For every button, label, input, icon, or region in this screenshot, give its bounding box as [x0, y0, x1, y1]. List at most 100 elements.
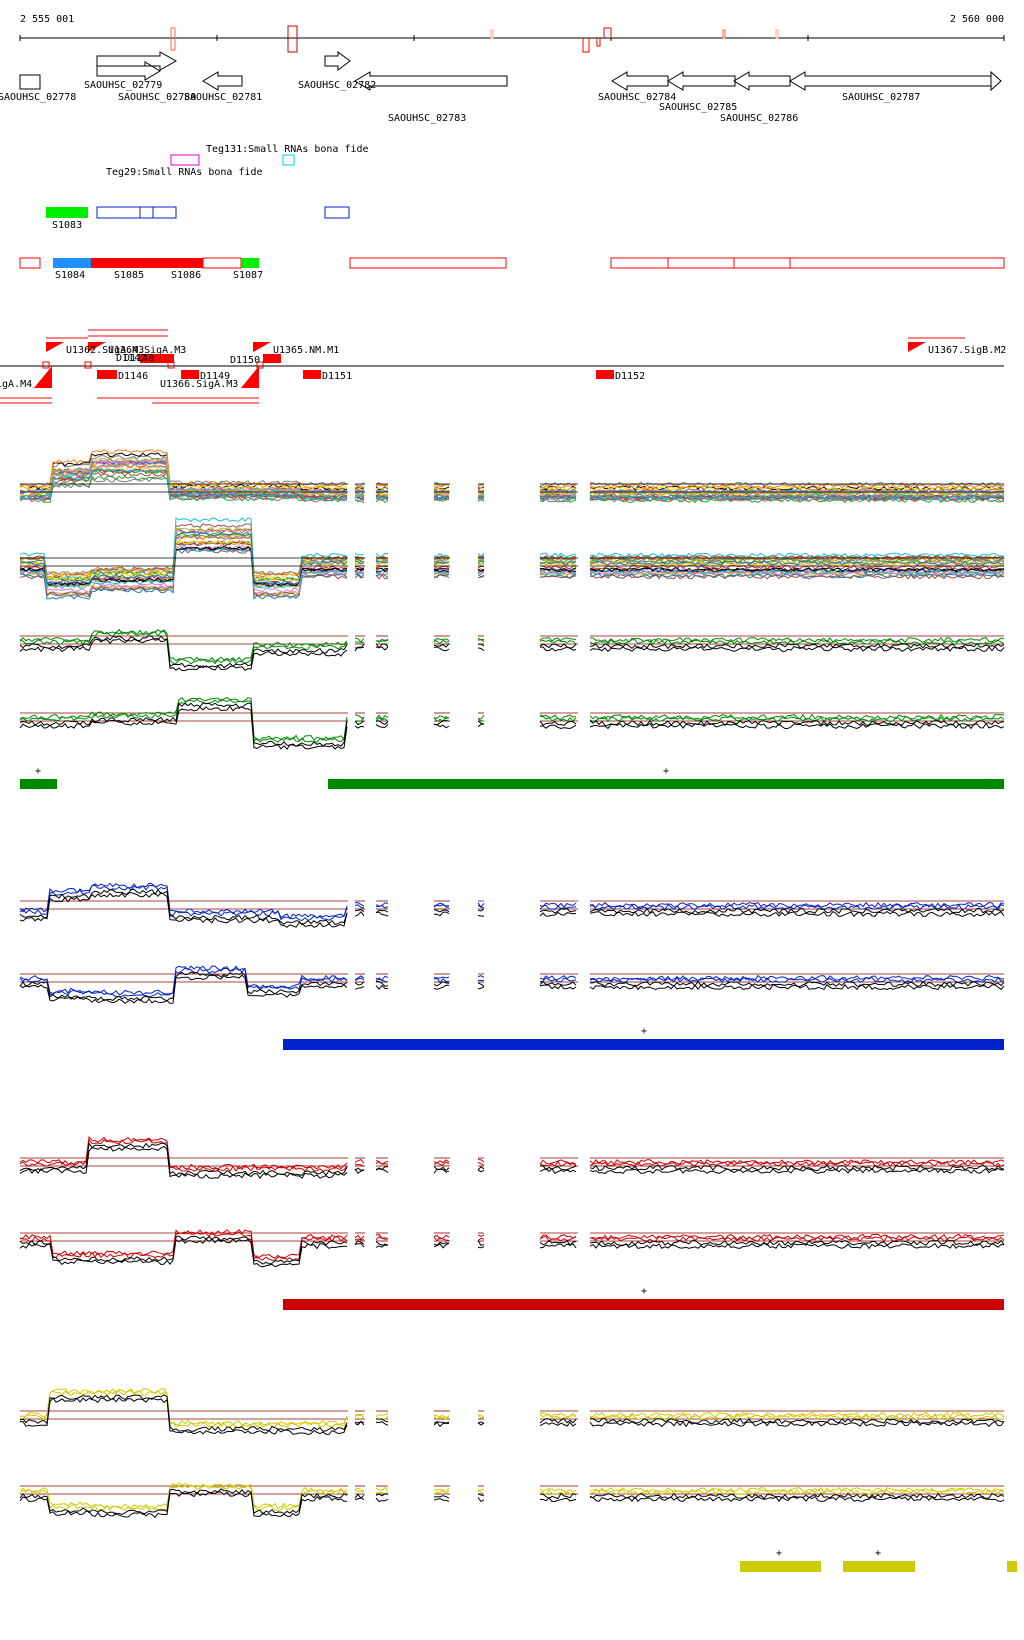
gene-arrow[interactable] [733, 71, 791, 91]
trace-line [19, 516, 348, 582]
downregion-box[interactable] [263, 354, 281, 363]
trace-line [375, 557, 389, 562]
trace-line [589, 569, 1005, 575]
gene-arrow[interactable] [96, 61, 161, 81]
small-rna-box[interactable] [282, 154, 295, 166]
promoter-flag[interactable] [46, 342, 64, 366]
gene-label: SAOUHSC_02779 [84, 80, 162, 91]
trace-line [539, 1488, 577, 1493]
downregion-box[interactable] [303, 370, 321, 379]
segment-box[interactable] [91, 258, 203, 268]
trace-line [375, 570, 389, 576]
trace-line [477, 1414, 485, 1419]
gene-arrow[interactable] [611, 71, 669, 91]
gene-arrow[interactable] [354, 71, 508, 91]
trace-line [354, 904, 365, 909]
promoter-flag[interactable] [34, 366, 52, 388]
segment-box[interactable] [46, 207, 88, 218]
trace-line [477, 647, 485, 652]
trace-line [589, 907, 1005, 915]
downregion-box[interactable] [97, 370, 117, 379]
small-rna-box[interactable] [170, 154, 200, 166]
segment-box[interactable] [53, 258, 91, 268]
trace-line [19, 1228, 348, 1260]
promoter-flag[interactable] [908, 342, 926, 366]
trace-line [354, 1240, 365, 1245]
trace-line [589, 556, 1005, 562]
trace-line [589, 1239, 1005, 1247]
trace-line [19, 459, 347, 494]
segment-label: S1087 [233, 270, 263, 281]
trace-line [589, 567, 1005, 573]
strand-bar[interactable] [328, 779, 1004, 789]
trace-line [354, 902, 365, 907]
trace-line [477, 568, 485, 572]
trace-line [354, 1234, 365, 1240]
strand-bar[interactable] [283, 1299, 1004, 1310]
promoter-flag[interactable] [241, 366, 259, 388]
trace-line [539, 1414, 577, 1420]
trace-line [19, 891, 348, 928]
trace-line [589, 1158, 1005, 1166]
gene-arrow[interactable] [667, 71, 736, 91]
strand-bar[interactable] [1007, 1561, 1017, 1572]
trace-line [539, 1234, 577, 1240]
strand-bar[interactable] [740, 1561, 821, 1572]
downregion-label: D1146 [118, 371, 148, 382]
trace-line [19, 535, 348, 576]
trace-line [477, 643, 485, 647]
trace-line [477, 575, 485, 578]
small-rna-label: Teg131:Small RNAs bona fide [206, 144, 369, 155]
downregion-box[interactable] [140, 354, 174, 363]
segment-label: S1086 [171, 270, 201, 281]
trace-line [19, 1488, 348, 1516]
trace-line [433, 496, 449, 499]
downregion-box[interactable] [596, 370, 614, 379]
trace-line [590, 636, 1005, 644]
trace-line [433, 491, 450, 496]
trace-line [433, 715, 450, 723]
trace-line [477, 1489, 485, 1495]
promoter-label: U1366.SigA.M3 [160, 379, 238, 390]
promoter-flag[interactable] [253, 342, 271, 366]
trace-line [375, 1168, 389, 1174]
trace-line [477, 1422, 485, 1426]
trace-line [433, 493, 450, 499]
promoter-flag[interactable] [88, 342, 106, 366]
trace-line [589, 570, 1005, 576]
segment-track-a: S1083 [46, 206, 350, 231]
segment-box[interactable] [241, 258, 259, 268]
trace-line [590, 980, 1005, 988]
trace-line [433, 570, 450, 576]
trace-line [375, 1412, 389, 1417]
trace-line [433, 498, 450, 503]
trace-line [354, 1487, 365, 1492]
strand-bar[interactable] [843, 1561, 915, 1572]
gene-arrow[interactable] [19, 74, 41, 90]
trace-line [433, 1241, 450, 1246]
downregion-box[interactable] [181, 370, 199, 379]
trace-line [539, 646, 577, 652]
downregion-label: D1147 [116, 353, 146, 364]
gene-arrow[interactable] [789, 71, 992, 91]
trace-line [589, 903, 1005, 911]
trace-line [19, 1231, 348, 1262]
trace-line [589, 719, 1005, 727]
trace-line [539, 483, 577, 489]
gene-arrow[interactable] [96, 51, 178, 71]
downregion-label: D1148 [124, 353, 154, 364]
gene-arrow[interactable] [324, 51, 351, 71]
trace-line [375, 1236, 389, 1241]
trace-line [354, 977, 365, 981]
trace-line [539, 1235, 577, 1242]
downregion-label: D1150 [230, 355, 260, 366]
trace-line [540, 1489, 577, 1496]
strand-bar[interactable] [283, 1039, 1004, 1050]
trace-line [19, 630, 348, 665]
gene-arrow[interactable] [202, 71, 243, 91]
strand-bar[interactable] [20, 779, 57, 789]
trace-line [19, 702, 348, 747]
trace-line [19, 1390, 348, 1429]
trace-line [354, 567, 365, 572]
